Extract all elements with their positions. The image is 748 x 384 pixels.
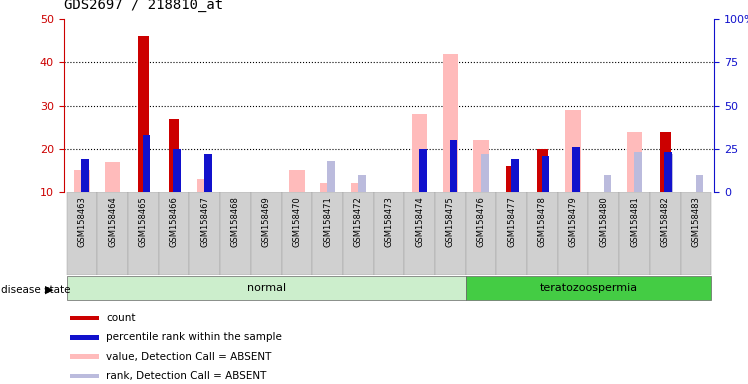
Bar [511,159,518,235]
Text: GSM158476: GSM158476 [476,196,485,247]
Bar [660,131,671,235]
Bar [174,149,181,235]
Bar [343,192,373,275]
Text: GSM158474: GSM158474 [415,196,424,247]
Bar [220,192,251,275]
Bar [351,184,366,235]
Bar [82,159,89,235]
Text: GSM158479: GSM158479 [568,196,577,247]
Bar [197,179,212,235]
Bar [506,166,517,235]
Bar [558,192,589,275]
Bar [681,192,711,275]
Bar [358,175,366,235]
Text: GDS2697 / 218810_at: GDS2697 / 218810_at [64,0,223,12]
Text: rank, Detection Call = ABSENT: rank, Detection Call = ABSENT [106,371,266,381]
Bar [204,154,212,235]
Text: GSM158482: GSM158482 [660,196,669,247]
Text: GSM158468: GSM158468 [231,196,240,247]
Bar [74,170,90,235]
Text: GSM158477: GSM158477 [507,196,516,247]
Bar [665,154,672,235]
Text: teratozoospermia: teratozoospermia [539,283,637,293]
Text: value, Detection Call = ABSENT: value, Detection Call = ABSENT [106,352,272,362]
Bar [466,192,497,275]
Bar [664,152,672,235]
Bar [70,335,99,339]
Bar [97,192,128,275]
Text: GSM158463: GSM158463 [78,196,87,247]
Text: percentile rank within the sample: percentile rank within the sample [106,332,282,342]
Text: GSM158473: GSM158473 [384,196,393,247]
Bar [189,192,220,275]
Bar [435,192,466,275]
Bar [481,154,488,235]
Text: GSM158470: GSM158470 [292,196,301,247]
Text: normal: normal [247,283,286,293]
Bar [405,192,435,275]
Text: count: count [106,313,135,323]
Bar [443,54,458,235]
Bar [497,192,527,275]
Bar [70,374,99,378]
Bar [138,36,149,235]
Text: GSM158467: GSM158467 [200,196,209,247]
Bar [650,192,681,275]
Text: GSM158483: GSM158483 [691,196,700,247]
Bar [67,192,97,275]
Bar [542,156,549,235]
Text: GSM158469: GSM158469 [262,196,271,247]
Text: disease state: disease state [1,285,70,295]
Bar [619,192,650,275]
Bar [412,114,427,235]
Bar [537,149,548,235]
Text: GSM158480: GSM158480 [599,196,608,247]
Bar [289,170,304,235]
Text: GSM158471: GSM158471 [323,196,332,247]
Text: GSM158475: GSM158475 [446,196,455,247]
Bar [589,192,619,275]
Bar [604,175,611,235]
Bar [70,316,99,320]
Bar [466,276,711,300]
Bar [128,192,159,275]
Bar [419,149,426,235]
Bar [105,162,120,235]
Text: GSM158466: GSM158466 [170,196,179,247]
Bar [696,175,703,235]
Bar [627,131,643,235]
Bar [473,140,488,235]
Bar [328,161,335,235]
Text: GSM158481: GSM158481 [630,196,639,247]
Text: GSM158478: GSM158478 [538,196,547,247]
Bar [565,110,580,235]
Bar [527,192,558,275]
Text: GSM158465: GSM158465 [139,196,148,247]
Bar [159,192,189,275]
Bar [143,135,150,235]
Bar [450,140,457,235]
Bar [70,354,99,359]
Bar [281,192,312,275]
Bar [312,192,343,275]
Bar [169,119,180,235]
Text: ▶: ▶ [46,285,54,295]
Bar [634,152,642,235]
Bar [373,192,405,275]
Bar [572,147,580,235]
Text: GSM158464: GSM158464 [108,196,117,247]
Bar [251,192,281,275]
Text: GSM158472: GSM158472 [354,196,363,247]
Bar [320,184,335,235]
Bar [205,159,212,235]
Bar [67,276,466,300]
